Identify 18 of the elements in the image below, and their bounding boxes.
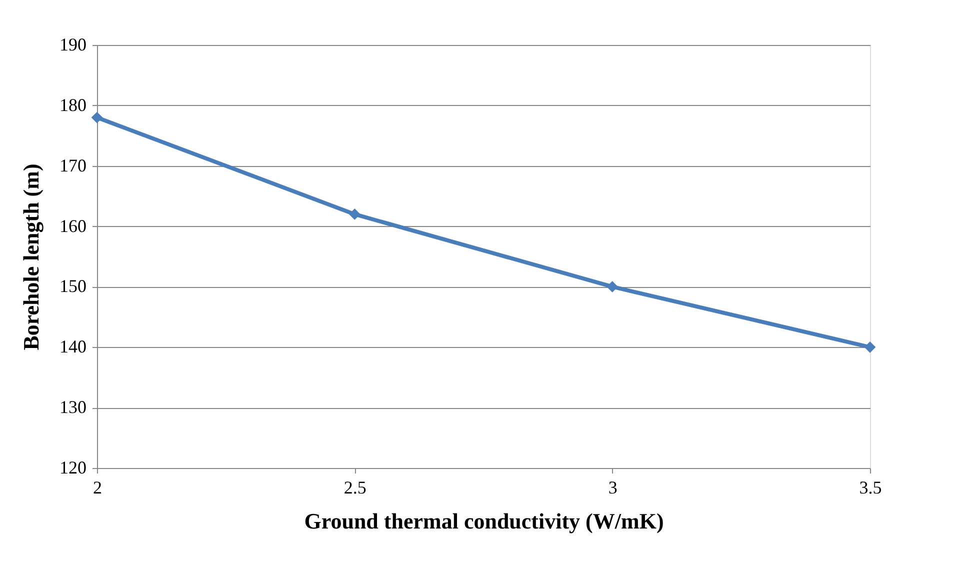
- point: [864, 341, 876, 353]
- y-tick-label: 180: [60, 94, 86, 115]
- y-axis-title: Borehole length (m): [18, 164, 44, 350]
- y-tick-label: 130: [60, 397, 86, 418]
- y-tick-label: 140: [60, 336, 86, 357]
- y-tick-label: 160: [60, 216, 86, 236]
- point: [606, 281, 618, 292]
- point: [348, 208, 360, 220]
- x-tick-label: 2: [93, 478, 102, 498]
- x-axis-title: Ground thermal conductivity (W/mK): [304, 508, 664, 534]
- x-tick-label: 3: [608, 478, 618, 498]
- y-tick-label: 150: [60, 276, 86, 296]
- x-tick-label: 2.5: [344, 478, 366, 498]
- y-tick-label: 170: [60, 155, 86, 176]
- y-tick-label: 190: [60, 34, 86, 54]
- x-tick-label: 3.5: [859, 478, 882, 498]
- y-tick-label: 120: [60, 458, 86, 478]
- point: [91, 112, 103, 124]
